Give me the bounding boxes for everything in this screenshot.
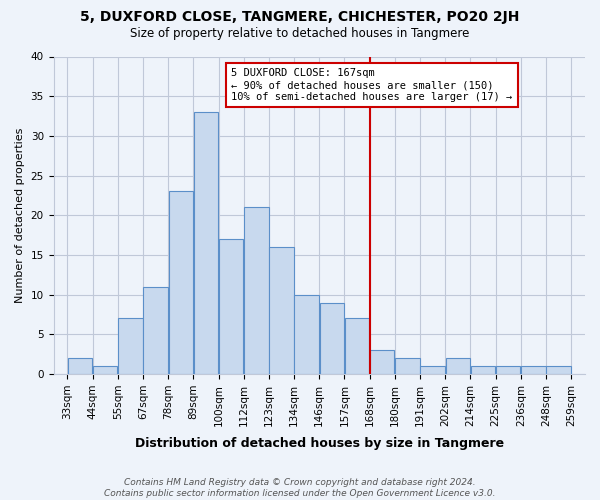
Bar: [370, 350, 394, 374]
Bar: [219, 239, 244, 374]
Bar: [295, 294, 319, 374]
Bar: [269, 247, 293, 374]
Bar: [345, 318, 369, 374]
Bar: [421, 366, 445, 374]
Bar: [244, 208, 269, 374]
Text: 5 DUXFORD CLOSE: 167sqm
← 90% of detached houses are smaller (150)
10% of semi-d: 5 DUXFORD CLOSE: 167sqm ← 90% of detache…: [231, 68, 512, 102]
Bar: [395, 358, 419, 374]
Bar: [521, 366, 545, 374]
Bar: [194, 112, 218, 374]
Bar: [446, 358, 470, 374]
Text: 5, DUXFORD CLOSE, TANGMERE, CHICHESTER, PO20 2JH: 5, DUXFORD CLOSE, TANGMERE, CHICHESTER, …: [80, 10, 520, 24]
Bar: [169, 192, 193, 374]
Bar: [68, 358, 92, 374]
Bar: [143, 286, 168, 374]
Text: Contains HM Land Registry data © Crown copyright and database right 2024.
Contai: Contains HM Land Registry data © Crown c…: [104, 478, 496, 498]
Bar: [547, 366, 571, 374]
Bar: [471, 366, 495, 374]
Y-axis label: Number of detached properties: Number of detached properties: [15, 128, 25, 303]
Text: Size of property relative to detached houses in Tangmere: Size of property relative to detached ho…: [130, 28, 470, 40]
Bar: [118, 318, 143, 374]
Bar: [93, 366, 118, 374]
X-axis label: Distribution of detached houses by size in Tangmere: Distribution of detached houses by size …: [135, 437, 504, 450]
Bar: [496, 366, 520, 374]
Bar: [320, 302, 344, 374]
